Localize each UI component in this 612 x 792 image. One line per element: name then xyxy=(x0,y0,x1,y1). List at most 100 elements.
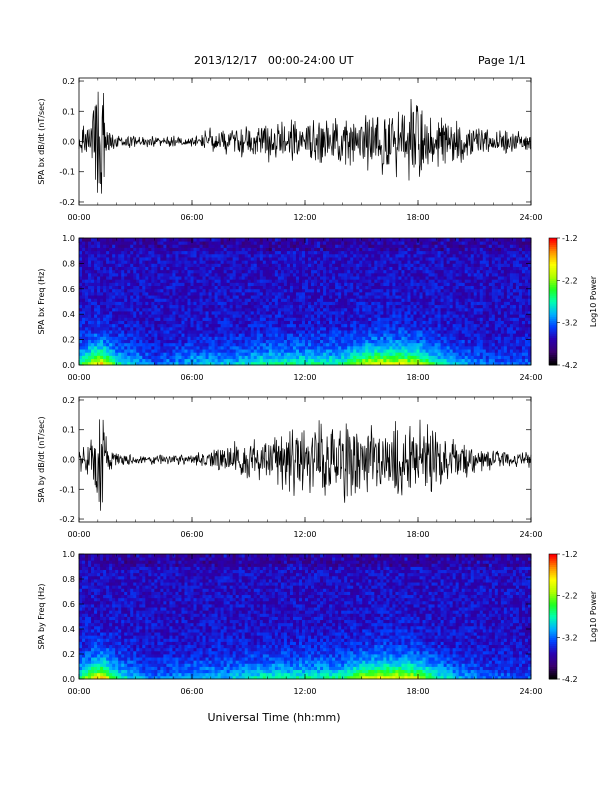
spectrogram-cell xyxy=(142,238,146,242)
spectrogram-cell xyxy=(341,257,345,261)
spectrogram-cell xyxy=(115,314,119,318)
spectrogram-cell xyxy=(268,260,273,264)
spectrogram-cell xyxy=(280,323,285,328)
spectrogram-cell xyxy=(347,339,351,344)
spectrogram-cell xyxy=(172,282,176,287)
spectrogram-cell xyxy=(94,311,98,315)
spectrogram-cell xyxy=(332,272,336,277)
spectrogram-cell xyxy=(148,352,152,356)
spectrogram-cell xyxy=(112,241,116,245)
spectrogram-cell xyxy=(305,298,309,302)
spectrogram-cell xyxy=(181,355,185,360)
spectrogram-cell xyxy=(148,330,152,334)
spectrogram-cell xyxy=(166,272,170,277)
spectrogram-cell xyxy=(109,317,113,321)
spectrogram-cell xyxy=(274,241,279,245)
spectrogram-cell xyxy=(118,307,122,312)
spectrogram-cell xyxy=(292,269,297,274)
spectrogram-cell xyxy=(148,298,152,302)
spectrogram-cell xyxy=(380,298,384,302)
spectrogram-cell xyxy=(142,244,146,248)
spectrogram-cell xyxy=(362,263,366,267)
spectrogram-cell xyxy=(82,276,86,280)
spectrogram-cell xyxy=(289,269,294,274)
spectrogram-cell xyxy=(410,314,414,318)
spectrogram-cell xyxy=(88,336,92,340)
spectrogram-cell xyxy=(232,285,237,290)
spectrogram-cell xyxy=(271,355,276,360)
spectrogram-cell xyxy=(256,285,261,290)
spectrogram-cell xyxy=(431,269,435,274)
spectrogram-cell xyxy=(440,317,445,321)
spectrogram-cell xyxy=(196,345,200,350)
spectrogram-cell xyxy=(413,336,417,340)
spectrogram-cell xyxy=(292,352,297,356)
spectrogram-cell xyxy=(292,244,297,248)
spectrogram-cell xyxy=(175,279,179,283)
spectrogram-cell xyxy=(301,260,306,264)
spectrogram-cell xyxy=(82,342,86,347)
spectrogram-cell xyxy=(374,272,378,277)
spectrogram-cell xyxy=(446,272,451,277)
spectrogram-cell xyxy=(389,326,393,331)
spectrogram-cell xyxy=(157,301,161,306)
spectrogram-cell xyxy=(139,285,143,290)
spectrogram-cell xyxy=(386,260,390,264)
spectrogram-cell xyxy=(292,323,297,328)
spectrogram-cell xyxy=(350,244,354,248)
spectrogram-cell xyxy=(106,282,110,287)
spectrogram-cell xyxy=(82,330,86,334)
spectrogram-cell xyxy=(262,288,267,293)
spectrogram-cell xyxy=(142,253,146,258)
spectrogram-cell xyxy=(163,349,167,353)
spectrogram-cell xyxy=(229,247,234,252)
spectrogram-cell xyxy=(244,301,249,306)
spectrogram-cell xyxy=(407,307,411,312)
spectrogram-cell xyxy=(347,333,351,337)
spectrogram-cell xyxy=(314,307,318,312)
spectrogram-cell xyxy=(277,311,282,315)
spectrogram-cell xyxy=(256,279,261,283)
spectrogram-cell xyxy=(151,266,155,271)
spectrogram-cell xyxy=(262,279,267,283)
spectrogram-cell xyxy=(437,250,441,255)
spectrogram-cell xyxy=(404,257,408,261)
spectrogram-cell xyxy=(401,266,405,271)
spectrogram-cell xyxy=(368,282,372,287)
spectrogram-cell xyxy=(121,247,125,252)
spectrogram-cell xyxy=(362,266,366,271)
spectrogram-cell xyxy=(106,288,110,293)
spectrogram-cell xyxy=(184,326,188,331)
spectrogram-cell xyxy=(268,279,273,283)
spectrogram-cell xyxy=(232,266,237,271)
spectrogram-cell xyxy=(184,295,188,299)
spectrogram-cell xyxy=(121,355,125,360)
spectrogram-cell xyxy=(286,333,291,337)
spectrogram-cell xyxy=(419,260,423,264)
spectrogram-cell xyxy=(229,276,234,280)
spectrogram-cell xyxy=(292,238,297,242)
spectrogram-cell xyxy=(335,317,339,321)
spectrogram-cell xyxy=(286,244,291,248)
spectrogram-cell xyxy=(151,311,155,315)
spectrogram-cell xyxy=(413,361,417,366)
spectrogram-cell xyxy=(139,291,143,296)
spectrogram-cell xyxy=(395,358,399,363)
spectrogram-cell xyxy=(268,320,273,325)
spectrogram-cell xyxy=(271,361,276,366)
spectrogram-cell xyxy=(259,307,264,312)
spectrogram-cell xyxy=(220,288,225,293)
spectrogram-cell xyxy=(431,291,435,296)
spectrogram-cell xyxy=(190,304,194,309)
spectrogram-cell xyxy=(91,301,95,306)
spectrogram-cell xyxy=(130,282,134,287)
spectrogram-cell xyxy=(187,295,191,299)
spectrogram-cell xyxy=(286,253,291,258)
spectrogram-cell xyxy=(434,244,438,248)
spectrogram-cell xyxy=(145,282,149,287)
spectrogram-cell xyxy=(142,358,146,363)
spectrogram-cell xyxy=(136,342,140,347)
spectrogram-cell xyxy=(250,339,255,344)
spectrogram-cell xyxy=(238,250,243,255)
spectrogram-cell xyxy=(214,238,219,242)
